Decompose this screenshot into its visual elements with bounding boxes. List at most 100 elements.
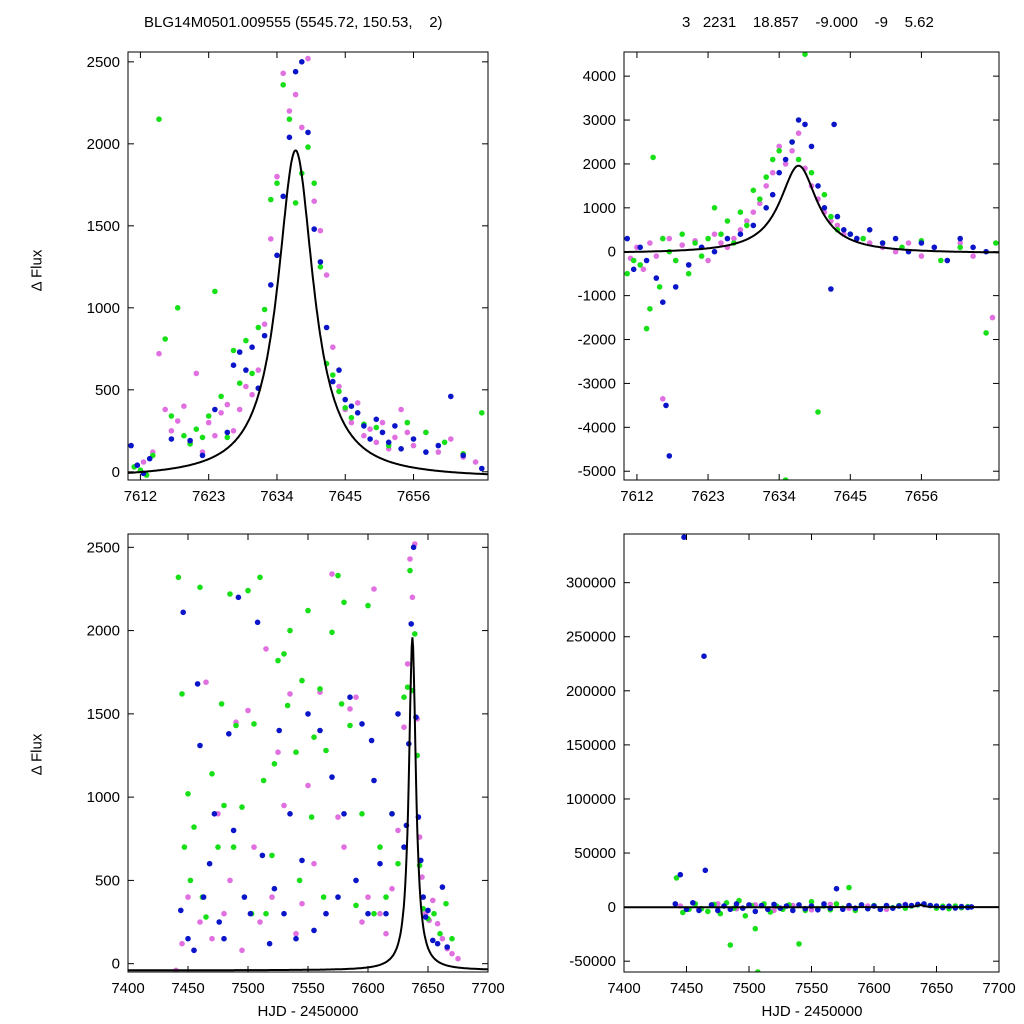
data-point-magenta (274, 173, 280, 180)
data-point-green (212, 288, 218, 295)
data-point-magenta (275, 749, 281, 755)
data-point-blue (737, 231, 744, 237)
y-tick-label: 1000 (583, 200, 616, 217)
data-point-magenta (347, 706, 353, 712)
data-point-green (274, 180, 280, 186)
data-point-magenta (268, 236, 274, 242)
data-point-blue (361, 423, 367, 429)
data-point-blue (368, 737, 375, 744)
data-point-green (815, 409, 821, 415)
data-point-blue (828, 286, 834, 292)
data-point-green (205, 413, 212, 419)
data-point-blue (323, 910, 329, 917)
data-point-magenta (705, 257, 711, 264)
data-point-blue (854, 235, 860, 242)
data-point-green (330, 372, 336, 378)
data-point-blue (191, 947, 197, 954)
data-point-green (685, 270, 692, 277)
data-point-magenta (168, 428, 175, 434)
data-point-green (292, 200, 299, 206)
data-point-blue (444, 944, 451, 950)
axes-frame (127, 51, 489, 481)
data-point-green (698, 253, 705, 259)
data-point-green (162, 336, 168, 342)
data-point-blue (733, 901, 740, 907)
data-point-magenta (970, 253, 976, 259)
data-point-magenta (435, 449, 442, 455)
data-point-magenta (401, 724, 407, 730)
data-point-green (630, 257, 637, 264)
data-point-green (329, 629, 335, 636)
data-point-magenta (918, 253, 925, 259)
data-point-green (744, 222, 750, 229)
data-point-green (660, 235, 666, 242)
data-point-blue (831, 121, 837, 128)
data-point-magenta (140, 459, 147, 465)
data-point-green (692, 240, 698, 246)
data-point-blue (815, 907, 821, 913)
data-point-magenta (957, 240, 963, 246)
data-point-magenta (287, 691, 293, 697)
data-point-magenta (230, 428, 237, 434)
data-point-blue (329, 774, 335, 780)
data-point-blue (281, 910, 287, 917)
data-point-blue (847, 231, 854, 237)
data-point-magenta (263, 646, 269, 652)
x-tick-label: 7450 (670, 980, 703, 997)
data-point-green (637, 262, 643, 268)
data-point-blue (420, 894, 427, 900)
data-point-green (407, 567, 413, 574)
data-point-green (782, 477, 789, 480)
data-point-magenta (269, 894, 275, 900)
data-point-magenta (330, 344, 336, 351)
data-point-green (227, 591, 233, 597)
data-point-blue (672, 284, 679, 290)
data-point-blue (771, 901, 777, 908)
data-point-magenta (434, 920, 441, 927)
data-point-magenta (361, 432, 367, 439)
data-point-magenta (221, 910, 227, 917)
data-point-green (752, 925, 759, 932)
data-point-magenta (439, 935, 446, 942)
data-point-magenta (409, 594, 416, 601)
data-point-green (624, 270, 630, 277)
data-point-magenta (892, 248, 899, 255)
data-point-green (317, 686, 323, 692)
y-tick-label: 2000 (87, 623, 120, 640)
data-point-blue (724, 235, 731, 242)
y-tick-label: 0 (112, 956, 120, 973)
model-curve (624, 903, 999, 909)
data-point-green (271, 761, 278, 767)
data-point-blue (383, 910, 389, 917)
data-point-green (296, 877, 303, 884)
data-point-blue (425, 907, 431, 914)
data-point-blue (286, 134, 293, 141)
data-point-blue (330, 378, 336, 385)
data-point-magenta (181, 403, 187, 410)
data-point-green (431, 910, 437, 917)
data-point-magenta (660, 396, 666, 402)
data-point-blue (221, 935, 227, 942)
model-curve (128, 637, 488, 972)
data-point-green (257, 574, 263, 581)
data-point-magenta (305, 782, 311, 789)
data-point-magenta (763, 183, 769, 189)
x-tick-label: 7612 (620, 488, 653, 505)
data-point-blue (293, 935, 299, 942)
data-point-blue (247, 910, 254, 917)
data-point-magenta (718, 240, 724, 246)
data-point-blue (660, 299, 666, 306)
points-bottom-left (128, 541, 488, 972)
data-point-blue (224, 429, 231, 436)
y-tick-label: 0 (608, 244, 616, 261)
data-point-magenta (335, 814, 341, 820)
data-point-blue (230, 362, 237, 369)
data-point-magenta (782, 161, 789, 167)
data-point-green (284, 702, 291, 709)
data-point-green (308, 814, 315, 820)
data-point-magenta (379, 419, 386, 426)
data-point-magenta (179, 940, 185, 947)
data-point-blue (841, 227, 847, 233)
data-point-green (412, 631, 418, 637)
